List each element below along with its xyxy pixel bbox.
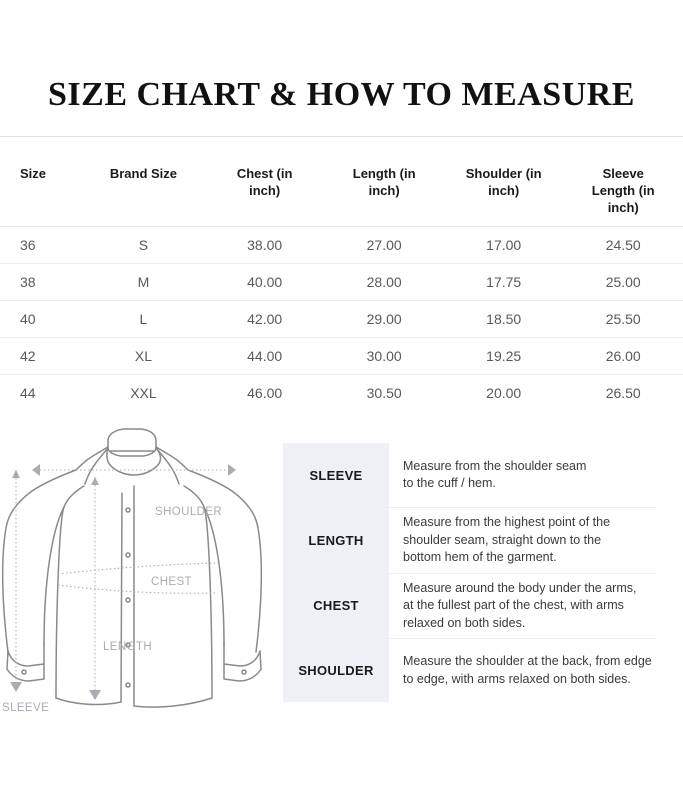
svg-text:SHOULDER: SHOULDER (155, 506, 222, 518)
svg-text:SLEEVE: SLEEVE (2, 702, 49, 714)
svg-text:CHEST: CHEST (151, 576, 192, 588)
svg-text:LENGTH: LENGTH (103, 641, 152, 653)
